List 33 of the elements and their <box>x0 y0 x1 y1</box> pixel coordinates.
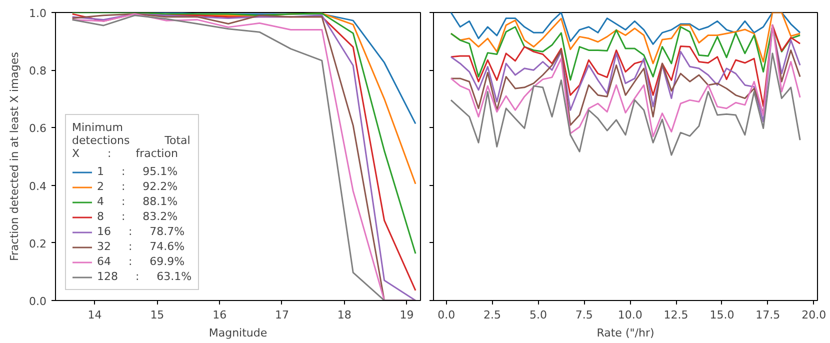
x-tick-label: 0.0 <box>438 308 456 322</box>
x-tick-label: 12.5 <box>664 308 688 322</box>
legend-title: Minimum detections Total X : fraction <box>72 121 192 160</box>
legend-label: 16 : 78.7% <box>97 225 185 238</box>
y-axis-title: Fraction detected in at least X images <box>8 52 22 262</box>
x-tick-label: 14 <box>88 308 102 322</box>
y-tick-label: 0.6 <box>29 122 47 136</box>
legend-label: 1 : 95.1% <box>97 165 178 178</box>
x-tick-label: 17 <box>274 308 289 322</box>
x-tick-label: 15 <box>150 308 164 322</box>
y-tick-label: 0.8 <box>29 64 47 78</box>
y-tick-label: 0.2 <box>29 237 47 250</box>
x-tick-label: 2.5 <box>484 308 502 322</box>
x-axis-title: Rate ("/hr) <box>596 326 654 340</box>
x-tick-label: 20.0 <box>802 308 826 322</box>
x-tick-label: 15.0 <box>710 308 734 322</box>
x-tick-label: 19 <box>400 308 414 322</box>
x-tick-label: 18 <box>337 308 352 322</box>
x-tick-label: 7.5 <box>575 308 593 322</box>
legend-label: 8 : 83.2% <box>97 210 178 223</box>
y-tick-label: 0.4 <box>29 180 47 193</box>
x-tick-label: 16 <box>212 308 227 322</box>
x-axis-title: Magnitude <box>208 326 268 340</box>
y-tick-label: 0.0 <box>29 295 47 308</box>
x-tick-label: 5.0 <box>529 308 547 322</box>
y-tick-label: 1.0 <box>29 7 47 20</box>
legend-label: 4 : 88.1% <box>97 195 178 208</box>
x-tick-label: 17.5 <box>756 308 780 322</box>
legend-label: 2 : 92.2% <box>97 180 178 193</box>
legend-label: 64 : 69.9% <box>97 255 185 268</box>
legend-label: 128 : 63.1% <box>97 270 192 283</box>
x-tick-label: 10.0 <box>618 308 642 322</box>
legend-label: 32 : 74.6% <box>97 240 185 253</box>
